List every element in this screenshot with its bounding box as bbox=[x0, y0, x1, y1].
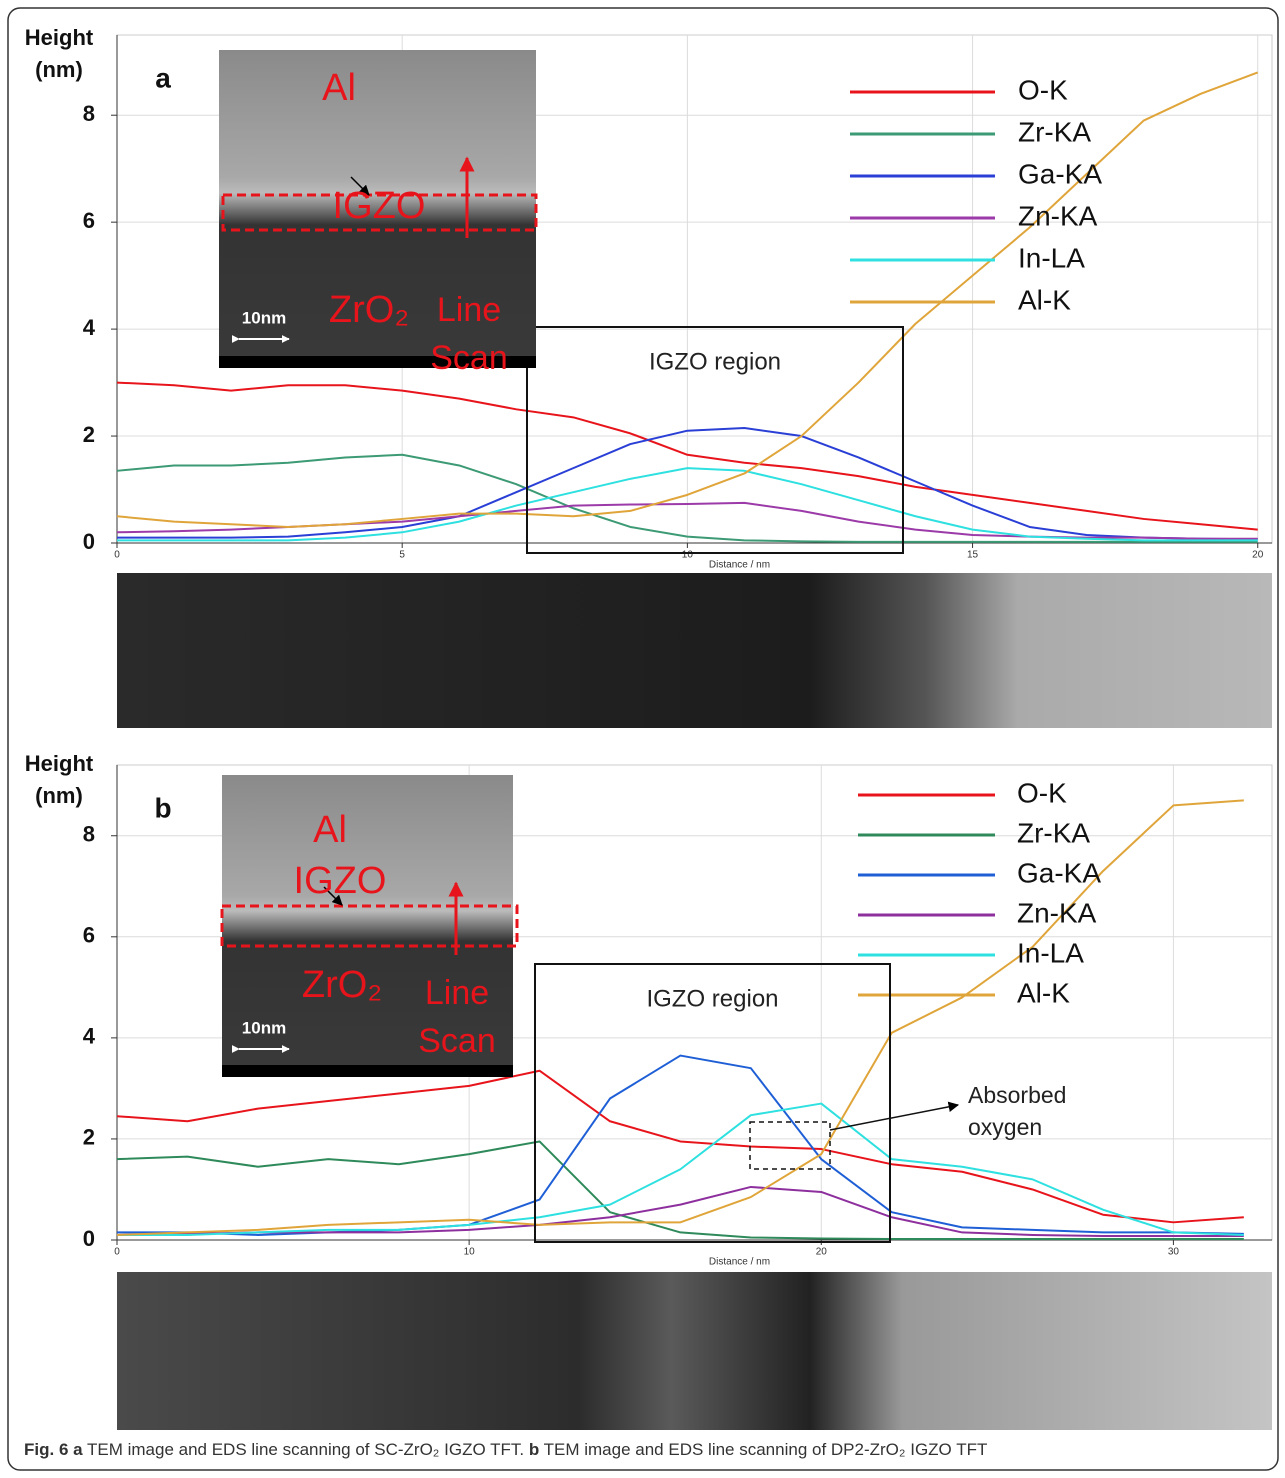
data-line bbox=[116, 1185, 1244, 1237]
y-tick-label: 8 bbox=[83, 822, 95, 847]
region-box bbox=[526, 326, 904, 554]
data-line bbox=[116, 71, 1259, 528]
figure-frame bbox=[7, 7, 1279, 1471]
pointer-arrow bbox=[350, 176, 370, 196]
legend-label: Ga-KA bbox=[1018, 158, 1102, 189]
y-tick-label: 6 bbox=[83, 923, 95, 948]
legend-label: Zn-KA bbox=[1018, 200, 1098, 231]
inset-label: Line Scan bbox=[418, 974, 496, 1060]
data-line bbox=[117, 427, 1258, 541]
region-label: IGZO region bbox=[649, 348, 781, 375]
x-tick-label: 10 bbox=[464, 1247, 476, 1258]
inset-label: Al bbox=[322, 67, 356, 109]
tem-inset bbox=[219, 50, 536, 368]
y-tick-label: 4 bbox=[83, 315, 96, 340]
region-label: IGZO region bbox=[646, 985, 778, 1012]
x-tick-label: 5 bbox=[399, 550, 405, 561]
x-tick-label: 30 bbox=[1168, 1247, 1180, 1258]
annotation-text: Absorbed oxygen bbox=[968, 1082, 1067, 1140]
tem-inset bbox=[222, 775, 513, 1077]
y-axis-label: Height (nm) bbox=[24, 25, 94, 82]
annotation: Absorbed oxygen bbox=[968, 1082, 1067, 1140]
legend-label: O-K bbox=[1018, 74, 1068, 105]
region-box bbox=[534, 963, 891, 1243]
scan-box bbox=[221, 193, 538, 232]
data-line bbox=[117, 1102, 1244, 1236]
y-tick-label: 2 bbox=[83, 1125, 95, 1150]
legend-label: In-LA bbox=[1017, 937, 1084, 968]
caption-text: TEM image and EDS line scanning of DP2-Z… bbox=[543, 1440, 988, 1459]
caption-text: TEM image and EDS line scanning of SC-Zr… bbox=[87, 1440, 525, 1459]
legend-label: O-K bbox=[1017, 777, 1067, 808]
inset-bar bbox=[222, 1065, 513, 1077]
x-tick-label: 15 bbox=[967, 550, 979, 561]
x-axis-label: Distance / nm bbox=[709, 1257, 770, 1268]
scan-box bbox=[220, 904, 519, 948]
y-tick-label: 6 bbox=[83, 208, 95, 233]
legend-label: Zr-KA bbox=[1018, 116, 1091, 147]
x-tick-label: 20 bbox=[1252, 550, 1264, 561]
legend-label: Zn-KA bbox=[1017, 897, 1097, 928]
caption-label: Fig. 6 a bbox=[24, 1440, 83, 1459]
tem-strip bbox=[117, 1272, 1272, 1430]
legend-label: Zr-KA bbox=[1017, 817, 1090, 848]
data-line bbox=[116, 799, 1244, 1236]
tem-strip bbox=[117, 573, 1272, 728]
legend-label: Ga-KA bbox=[1017, 857, 1101, 888]
annotation-box bbox=[749, 1121, 831, 1170]
scale-label: 10nm bbox=[242, 1018, 286, 1037]
panel-label: a bbox=[155, 62, 171, 93]
inset-label: ZrO₂ bbox=[329, 289, 409, 331]
caption: Fig. 6 a TEM image and EDS line scanning… bbox=[24, 1440, 987, 1460]
inset-bar bbox=[219, 356, 536, 368]
scale-label: 10nm bbox=[242, 308, 286, 327]
inset-label: Line Scan bbox=[430, 291, 508, 377]
x-axis-label: Distance / nm bbox=[709, 560, 770, 571]
data-line bbox=[116, 453, 1258, 543]
caption-label: b bbox=[528, 1440, 540, 1459]
data-line bbox=[116, 1140, 1244, 1240]
inset-label: ZrO₂ bbox=[302, 964, 382, 1006]
x-tick-label: 0 bbox=[114, 550, 120, 561]
y-tick-label: 4 bbox=[83, 1024, 96, 1049]
panel-label: b bbox=[154, 792, 171, 823]
data-line bbox=[116, 1069, 1244, 1224]
y-tick-label: 0 bbox=[83, 529, 95, 554]
annotation-arrow bbox=[829, 1101, 960, 1131]
inset-label: IGZO bbox=[333, 185, 426, 227]
pointer-arrow bbox=[323, 886, 343, 906]
data-line bbox=[117, 467, 1258, 542]
inset-label: Al bbox=[313, 809, 347, 851]
x-tick-label: 0 bbox=[114, 1247, 120, 1258]
legend-label: Al-K bbox=[1018, 284, 1071, 315]
inset-label: IGZO bbox=[294, 860, 387, 902]
y-axis-label: Height (nm) bbox=[24, 751, 94, 808]
x-tick-label: 20 bbox=[816, 1247, 828, 1258]
x-tick-label: 10 bbox=[682, 550, 694, 561]
legend-label: In-LA bbox=[1018, 242, 1085, 273]
y-tick-label: 0 bbox=[83, 1226, 95, 1251]
data-line bbox=[116, 381, 1258, 531]
y-tick-label: 2 bbox=[83, 422, 95, 447]
legend-label: Al-K bbox=[1017, 977, 1070, 1008]
y-tick-label: 8 bbox=[83, 101, 95, 126]
